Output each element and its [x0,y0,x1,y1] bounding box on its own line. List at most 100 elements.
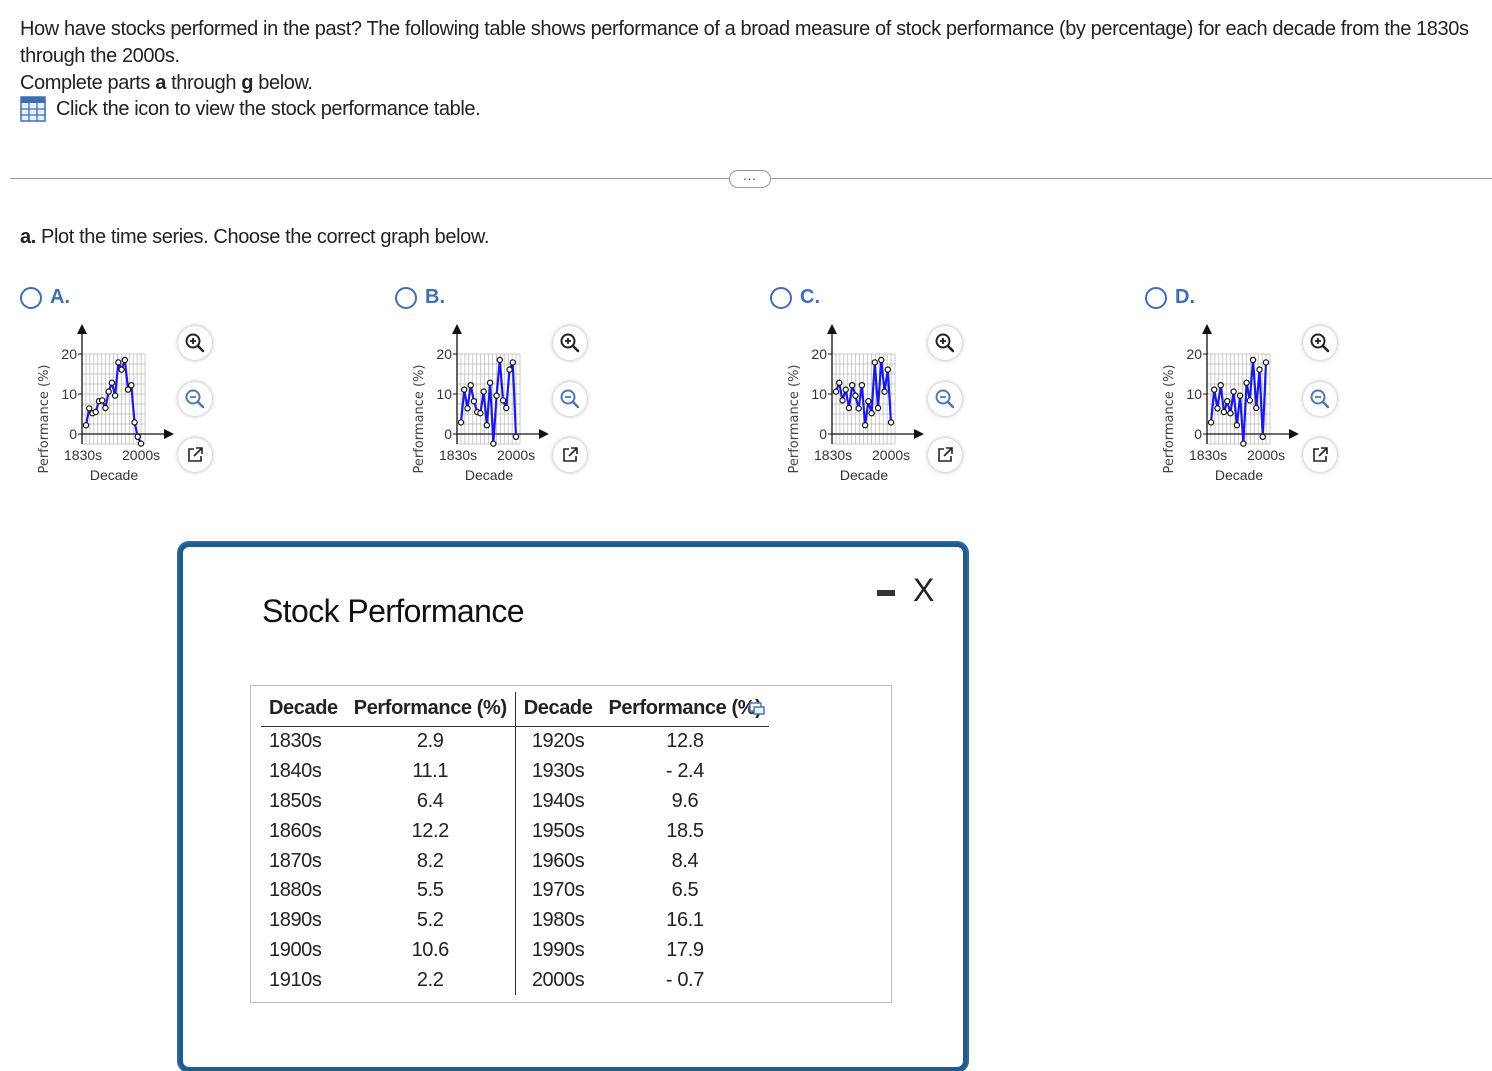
option-d-radio[interactable] [1145,286,1167,309]
data-point [503,404,510,412]
option-c-letter: C. [800,286,820,308]
data-point [134,433,141,441]
y-tick-label: 20 [61,346,77,362]
data-point [1233,421,1241,429]
data-point [464,405,471,412]
table-cell: 1910s [269,968,322,991]
zoom-in-icon[interactable] [178,326,212,360]
data-point [871,359,879,366]
data-point [865,397,872,405]
data-point [1217,382,1224,389]
data-point [506,366,513,373]
data-point [98,397,106,404]
zoom-out-icon[interactable] [928,382,962,416]
x-tick-label-end: 2000s [122,447,160,463]
data-point [483,421,491,429]
x-axis-label: Decade [840,467,888,483]
question-line-2-mid: through [165,72,242,94]
minimize-icon[interactable] [877,590,895,596]
data-point [92,408,99,416]
data-point [845,404,853,412]
table-row: 1830s 2.9 1920s 12.8 [261,726,769,757]
zoom-out-icon[interactable] [553,382,587,416]
zoom-in-icon[interactable] [928,326,962,360]
option-d-header[interactable]: D. [1145,286,1195,309]
y-axis-label: Performance (%) [412,364,427,473]
data-point [1223,397,1231,405]
data-point [852,392,859,399]
data-point [1230,388,1237,395]
y-tick-label: 0 [444,426,452,442]
data-point [108,379,116,387]
option-c-radio[interactable] [770,286,792,309]
close-icon[interactable]: X [913,572,935,608]
table-cell: 5.5 [416,879,444,902]
open-in-new-window-icon[interactable] [553,438,587,472]
table-cell: 6.5 [671,879,699,902]
option-d[interactable]: D. 0 10 20 1830s 2000s Decade Performance (%) [1145,286,1492,506]
table-cell: 1830s [269,730,322,753]
series-line [1209,359,1268,444]
option-d-graph: 0 10 20 1830s 2000s Decade Performance (%) [1162,324,1299,483]
data-point [486,379,494,387]
option-c-header[interactable]: C. [770,286,820,309]
option-a-header[interactable]: A. [20,286,70,309]
data-point [82,421,90,429]
open-in-new-window-icon[interactable] [1303,438,1337,472]
y-tick-label: 20 [436,346,452,362]
copy-icon[interactable] [748,700,766,723]
option-b-radio[interactable] [395,286,417,309]
data-point [1214,405,1221,412]
zoom-out-icon[interactable] [1303,382,1337,416]
option-b[interactable]: B. 0 10 20 1830s 2000s Decade Performance (%) [395,286,755,506]
option-a[interactable]: A. 0 10 20 1830s 2000s Decade Performance (%) [20,286,380,506]
more-button[interactable]: ... [729,169,771,188]
option-c[interactable]: C. 0 10 20 1830s 2000s Decade Performance (%) [770,286,1130,506]
x-tick-label-start: 1830s [439,447,477,463]
option-a-radio[interactable] [20,286,42,309]
table-cell: 11.1 [412,760,449,783]
data-point [499,397,507,404]
open-in-new-window-icon[interactable] [178,438,212,472]
table-grid-icon[interactable] [20,96,46,122]
view-table-link[interactable]: Click the icon to view the stock perform… [20,96,481,122]
y-tick-label: 0 [69,426,77,442]
y-axis-label: Performance (%) [787,364,802,473]
question-line-2-post: below. [253,72,313,94]
data-point [1236,392,1244,399]
data-point [131,419,138,426]
data-point [1243,379,1250,387]
option-b-letter: B. [425,286,445,308]
x-axis-arrow [539,429,549,439]
table-cell: 10.6 [411,938,450,961]
data-point [493,392,500,399]
table-cell: 16.1 [666,909,704,932]
option-b-header[interactable]: B. [395,286,445,309]
data-point [490,440,497,447]
data-point [467,382,474,389]
option-d-letter: D. [1175,286,1195,308]
open-in-new-window-icon[interactable] [928,438,962,472]
series-line [459,359,518,444]
zoom-out-icon[interactable] [178,382,212,416]
view-table-link-text[interactable]: Click the icon to view the stock perform… [56,97,481,120]
x-tick-label-start: 1830s [1189,447,1227,463]
question-line-2: Complete parts a through g below. [20,70,1470,97]
zoom-in-icon[interactable] [553,326,587,360]
data-point [1262,359,1270,366]
data-point [868,409,875,417]
data-point [115,359,122,366]
part-a-label: a. [20,226,36,248]
question-text: How have stocks performed in the past? T… [20,16,1470,97]
table-header-row: Decade Performance (%) Decade Performanc… [261,692,770,727]
data-point [509,359,516,366]
table-cell: 8.2 [416,849,444,872]
y-axis-label: Performance (%) [1162,364,1177,473]
data-point [1253,404,1260,412]
table-cell: 1850s [269,789,322,812]
x-tick-label-start: 1830s [814,447,852,463]
data-point [461,386,468,393]
zoom-in-icon[interactable] [1303,326,1337,360]
option-c-graph: 0 10 20 1830s 2000s Decade Performance (%) [787,324,924,483]
y-tick-label: 0 [1194,426,1202,442]
